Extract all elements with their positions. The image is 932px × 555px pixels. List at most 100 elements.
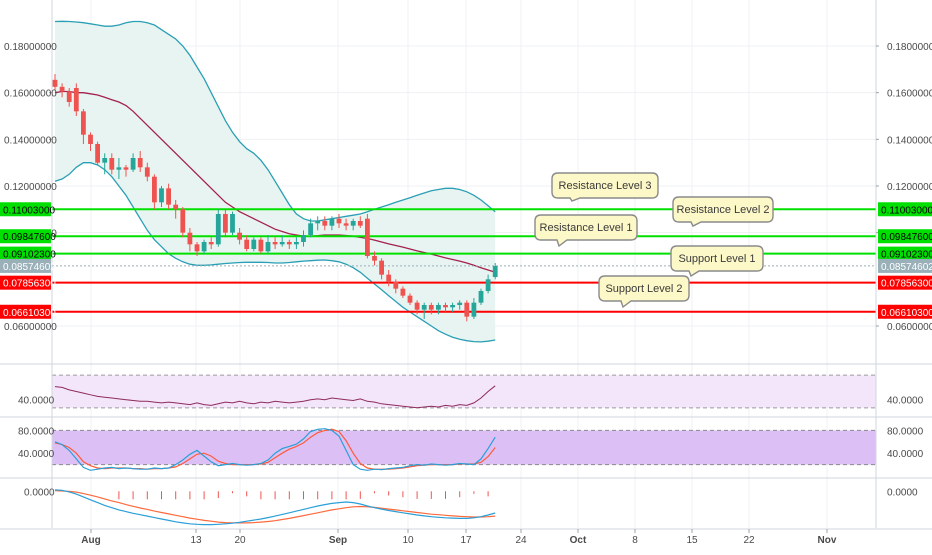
candle-body	[237, 232, 242, 240]
candle-body	[372, 256, 377, 261]
rsi-band-fill	[52, 375, 876, 408]
x-tick-label: 15	[686, 535, 698, 546]
candle-body	[109, 158, 115, 170]
stoch-tick-right: 80.0000	[887, 426, 924, 437]
x-tick-label: Oct	[570, 535, 587, 546]
candle-body	[421, 305, 427, 310]
level-tag-right-bg	[878, 275, 932, 290]
bollinger-upper-line	[54, 20, 496, 222]
y-tick-label-left: 0.16000000	[4, 89, 57, 100]
y-tick-label-right: 0.06000000	[887, 322, 932, 333]
candle-body	[308, 223, 313, 235]
candle-body	[322, 221, 328, 226]
macd-line	[54, 489, 496, 526]
candle-body	[73, 88, 79, 112]
x-tick-label: 22	[743, 535, 755, 546]
candle-body	[59, 86, 65, 92]
level-tag-right-text: 0.09102300	[881, 250, 932, 261]
rsi-tick-right: 40.0000	[887, 396, 924, 407]
level-callout-bubble	[598, 275, 690, 309]
candle-body	[130, 158, 136, 170]
candle-body	[301, 235, 306, 242]
candle-body	[315, 221, 321, 224]
candle-body	[102, 158, 108, 163]
candles	[52, 74, 498, 322]
candle-body	[350, 221, 356, 226]
level-callout-bubble	[672, 196, 774, 227]
stochastic-pane	[52, 428, 876, 471]
level-tag-right-bg	[878, 246, 932, 261]
candle-body	[123, 167, 129, 170]
y-tick-label-right: 0.16000000	[887, 89, 932, 100]
candle-body	[357, 221, 363, 226]
candle-body	[407, 295, 413, 303]
level-callout-label: Resistance Level 2	[677, 204, 770, 216]
candle-body	[244, 239, 250, 249]
x-tick-label: 24	[515, 535, 527, 546]
current-price-tag-right-bg	[878, 258, 932, 273]
stoch-band-fill	[52, 430, 876, 465]
level-tag-left-bg	[0, 246, 51, 261]
current-price-tag-right: 0.08574602	[881, 262, 932, 273]
candle-body	[187, 232, 193, 245]
candle-body	[386, 274, 392, 282]
y-tick-label-left: 0.06000000	[4, 322, 57, 333]
y-tick-label-left: 0.12000000	[4, 182, 57, 193]
stoch-tick-left: 80.0000	[18, 426, 55, 437]
macd-pane	[54, 489, 496, 526]
x-tick-label: 20	[234, 535, 246, 546]
level-tag-left-text: 0.09847600	[3, 232, 56, 243]
level-tag-right-text: 0.09847600	[881, 232, 932, 243]
level-callout-label: Support Level 1	[678, 253, 755, 265]
candle-body	[152, 176, 157, 203]
candle-body	[365, 218, 370, 256]
x-tick-label: 8	[632, 535, 638, 546]
level-tag-left-bg	[0, 275, 51, 290]
y-tick-label-left: 0.18000000	[4, 42, 57, 53]
candle-body	[492, 266, 498, 277]
candle-body	[450, 305, 455, 308]
level-tag-left-bg	[0, 202, 51, 217]
candle-body	[215, 214, 221, 245]
y-tick-label-right: 0.14000000	[887, 135, 932, 146]
candle-body	[95, 144, 100, 163]
level-callout-label: Support Level 2	[605, 283, 682, 295]
x-tick-label: 13	[190, 535, 202, 546]
level-callout-label: Resistance Level 1	[540, 222, 633, 234]
level-tag-right-text: 0.11003000	[881, 205, 932, 216]
rsi-line	[54, 385, 496, 409]
candle-body	[116, 167, 122, 170]
candle-body	[414, 302, 420, 310]
stoch-k-line	[54, 428, 496, 471]
stoch-tick-right: 40.0000	[887, 449, 924, 460]
level-tag-right-text: 0.07856300	[881, 279, 932, 290]
candle-body	[173, 204, 179, 210]
candle-body	[52, 79, 58, 87]
level-tag-left-bg	[0, 229, 51, 244]
level-callout-bubble	[534, 214, 638, 248]
candle-body	[230, 214, 235, 233]
candle-body	[272, 242, 278, 245]
candle-body	[485, 279, 491, 291]
candle-body	[379, 260, 384, 275]
candle-body	[457, 302, 463, 305]
candle-body	[428, 305, 434, 310]
candle-body	[66, 91, 72, 102]
level-tag-left-text: 0.09102300	[3, 250, 56, 261]
candle-body	[88, 134, 93, 144]
candle-body	[159, 188, 164, 203]
x-tick-label: Nov	[818, 535, 837, 546]
candle-body	[223, 214, 228, 233]
current-price-tag-left-bg	[0, 258, 51, 273]
price-tags: 0.11003000 0.11003000 0.09847600 0.09847600…	[0, 202, 932, 319]
candle-body	[400, 288, 406, 296]
candle-body	[166, 188, 171, 205]
stoch-tick-left: 40.0000	[18, 449, 55, 460]
candle-body	[336, 218, 342, 224]
candle-body	[478, 291, 484, 303]
candle-body	[251, 239, 257, 249]
level-callout-bubble	[551, 172, 659, 202]
y-tick-label-right: 0.18000000	[887, 42, 932, 53]
